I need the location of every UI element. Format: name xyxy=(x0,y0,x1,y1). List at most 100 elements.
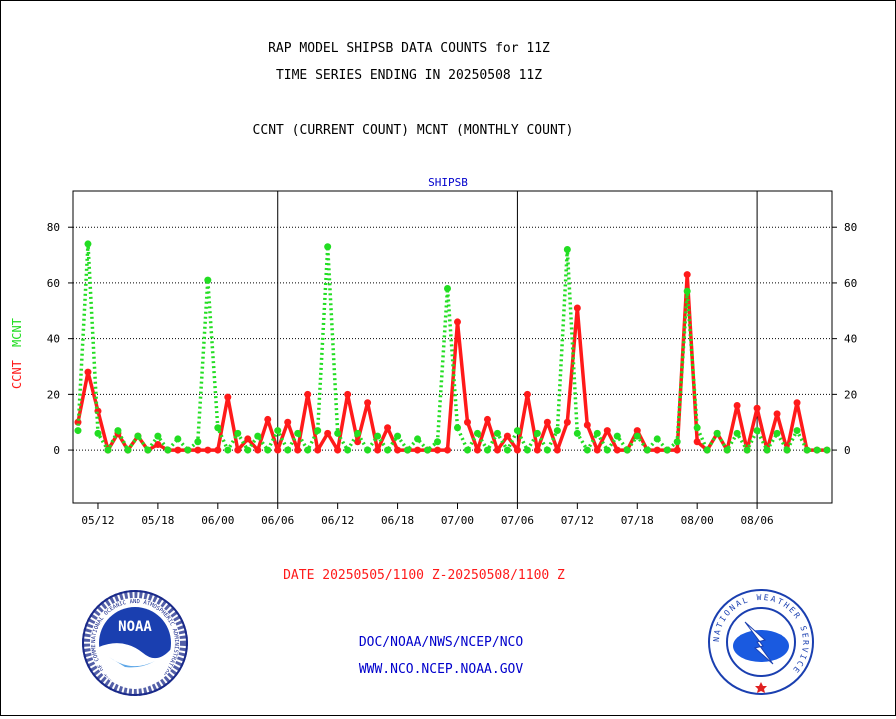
data-point-mcnt xyxy=(663,446,671,454)
data-point-mcnt xyxy=(623,446,631,454)
data-point-mcnt xyxy=(134,432,142,440)
y-tick-label-right: 0 xyxy=(844,444,851,457)
data-point-mcnt xyxy=(404,446,412,454)
data-point-mcnt xyxy=(683,287,691,295)
data-point-ccnt xyxy=(364,399,372,407)
data-point-ccnt xyxy=(483,415,491,423)
data-point-ccnt xyxy=(174,446,182,454)
x-tick-label: 06/00 xyxy=(201,514,234,527)
x-tick-label: 06/06 xyxy=(261,514,294,527)
data-point-mcnt xyxy=(703,446,711,454)
data-point-ccnt xyxy=(314,446,322,454)
series-line-mcnt xyxy=(76,242,827,452)
data-point-mcnt xyxy=(533,429,541,437)
data-point-ccnt xyxy=(543,418,551,426)
data-point-mcnt xyxy=(813,446,821,454)
data-point-mcnt xyxy=(74,427,82,435)
data-point-mcnt xyxy=(94,429,102,437)
data-point-mcnt xyxy=(424,446,432,454)
data-point-ccnt xyxy=(354,438,362,446)
x-tick-label: 06/18 xyxy=(381,514,414,527)
data-point-ccnt xyxy=(264,415,272,423)
data-point-mcnt xyxy=(653,435,661,443)
website-link[interactable]: WWW.NCO.NCEP.NOAA.GOV xyxy=(359,662,524,677)
data-point-ccnt xyxy=(793,399,801,407)
nws-logo: NATIONAL WEATHER SERVICE xyxy=(708,589,814,695)
chart-title-line2: TIME SERIES ENDING IN 20250508 11Z xyxy=(276,68,542,83)
data-point-mcnt xyxy=(773,429,781,437)
x-tick-label: 05/12 xyxy=(81,514,114,527)
data-point-mcnt xyxy=(344,446,352,454)
data-point-mcnt xyxy=(224,446,232,454)
data-point-mcnt xyxy=(553,427,561,435)
data-point-ccnt xyxy=(673,446,681,454)
data-point-mcnt xyxy=(244,446,252,454)
data-point-mcnt xyxy=(374,432,382,440)
data-point-ccnt xyxy=(284,418,292,426)
data-point-ccnt xyxy=(733,402,741,409)
data-point-mcnt xyxy=(104,446,112,454)
data-point-mcnt xyxy=(154,432,162,440)
data-point-mcnt xyxy=(214,424,222,432)
data-point-ccnt xyxy=(683,271,691,279)
series-layer xyxy=(74,240,831,454)
data-point-mcnt xyxy=(314,427,322,435)
data-point-mcnt xyxy=(463,446,471,454)
data-point-ccnt xyxy=(384,424,392,432)
data-point-mcnt xyxy=(633,432,641,440)
data-point-ccnt xyxy=(553,446,561,454)
data-point-ccnt xyxy=(394,446,402,454)
data-point-ccnt xyxy=(414,446,422,454)
data-point-mcnt xyxy=(523,446,531,454)
data-point-mcnt xyxy=(693,424,701,432)
data-point-mcnt xyxy=(763,446,771,454)
data-point-mcnt xyxy=(583,446,591,454)
y-axis-label-mcnt: MCNT xyxy=(10,318,24,347)
data-point-mcnt xyxy=(294,429,302,437)
data-point-mcnt xyxy=(513,427,521,435)
data-point-ccnt xyxy=(633,427,641,435)
noaa-logo-text: NOAA xyxy=(118,619,152,635)
data-point-mcnt xyxy=(563,246,571,253)
nws-star-icon xyxy=(755,682,767,693)
y-tick-label-right: 40 xyxy=(844,333,857,346)
data-point-mcnt xyxy=(174,435,182,443)
org-path-link[interactable]: DOC/NOAA/NWS/NCEP/NCO xyxy=(359,635,524,650)
data-point-ccnt xyxy=(434,446,442,454)
y-tick-label-right: 60 xyxy=(844,277,857,290)
data-point-ccnt xyxy=(513,446,521,454)
x-tick-label: 07/00 xyxy=(441,514,474,527)
data-point-ccnt xyxy=(154,441,162,448)
date-range-label: DATE 20250505/1100 Z-20250508/1100 Z xyxy=(283,568,565,583)
data-point-mcnt xyxy=(473,429,481,437)
data-point-ccnt xyxy=(374,446,382,454)
data-point-ccnt xyxy=(753,404,761,412)
data-point-ccnt xyxy=(583,421,591,429)
data-point-ccnt xyxy=(274,446,282,454)
data-point-ccnt xyxy=(603,427,611,435)
data-point-mcnt xyxy=(453,424,461,432)
data-point-mcnt xyxy=(164,446,172,454)
y-axis-label-ccnt: CCNT xyxy=(10,360,24,389)
y-tick-label-left: 60 xyxy=(47,277,60,290)
x-tick-label: 05/18 xyxy=(141,514,174,527)
data-point-mcnt xyxy=(284,446,292,454)
data-point-ccnt xyxy=(493,446,501,454)
data-point-mcnt xyxy=(114,427,122,435)
y-tick-label-right: 20 xyxy=(844,388,857,401)
data-point-mcnt xyxy=(723,446,731,454)
chart-title-line1: RAP MODEL SHIPSB DATA COUNTS for 11Z xyxy=(268,41,550,56)
data-point-mcnt xyxy=(613,432,621,440)
data-point-mcnt xyxy=(204,276,212,284)
data-point-ccnt xyxy=(463,418,471,426)
data-point-mcnt xyxy=(493,429,501,437)
data-point-mcnt xyxy=(184,446,192,454)
data-point-ccnt xyxy=(254,446,262,454)
data-point-mcnt xyxy=(823,446,831,454)
data-point-ccnt xyxy=(344,390,352,398)
data-point-ccnt xyxy=(503,432,511,440)
x-tick-label: 06/12 xyxy=(321,514,354,527)
data-point-mcnt xyxy=(414,435,422,443)
data-point-mcnt xyxy=(753,427,761,435)
